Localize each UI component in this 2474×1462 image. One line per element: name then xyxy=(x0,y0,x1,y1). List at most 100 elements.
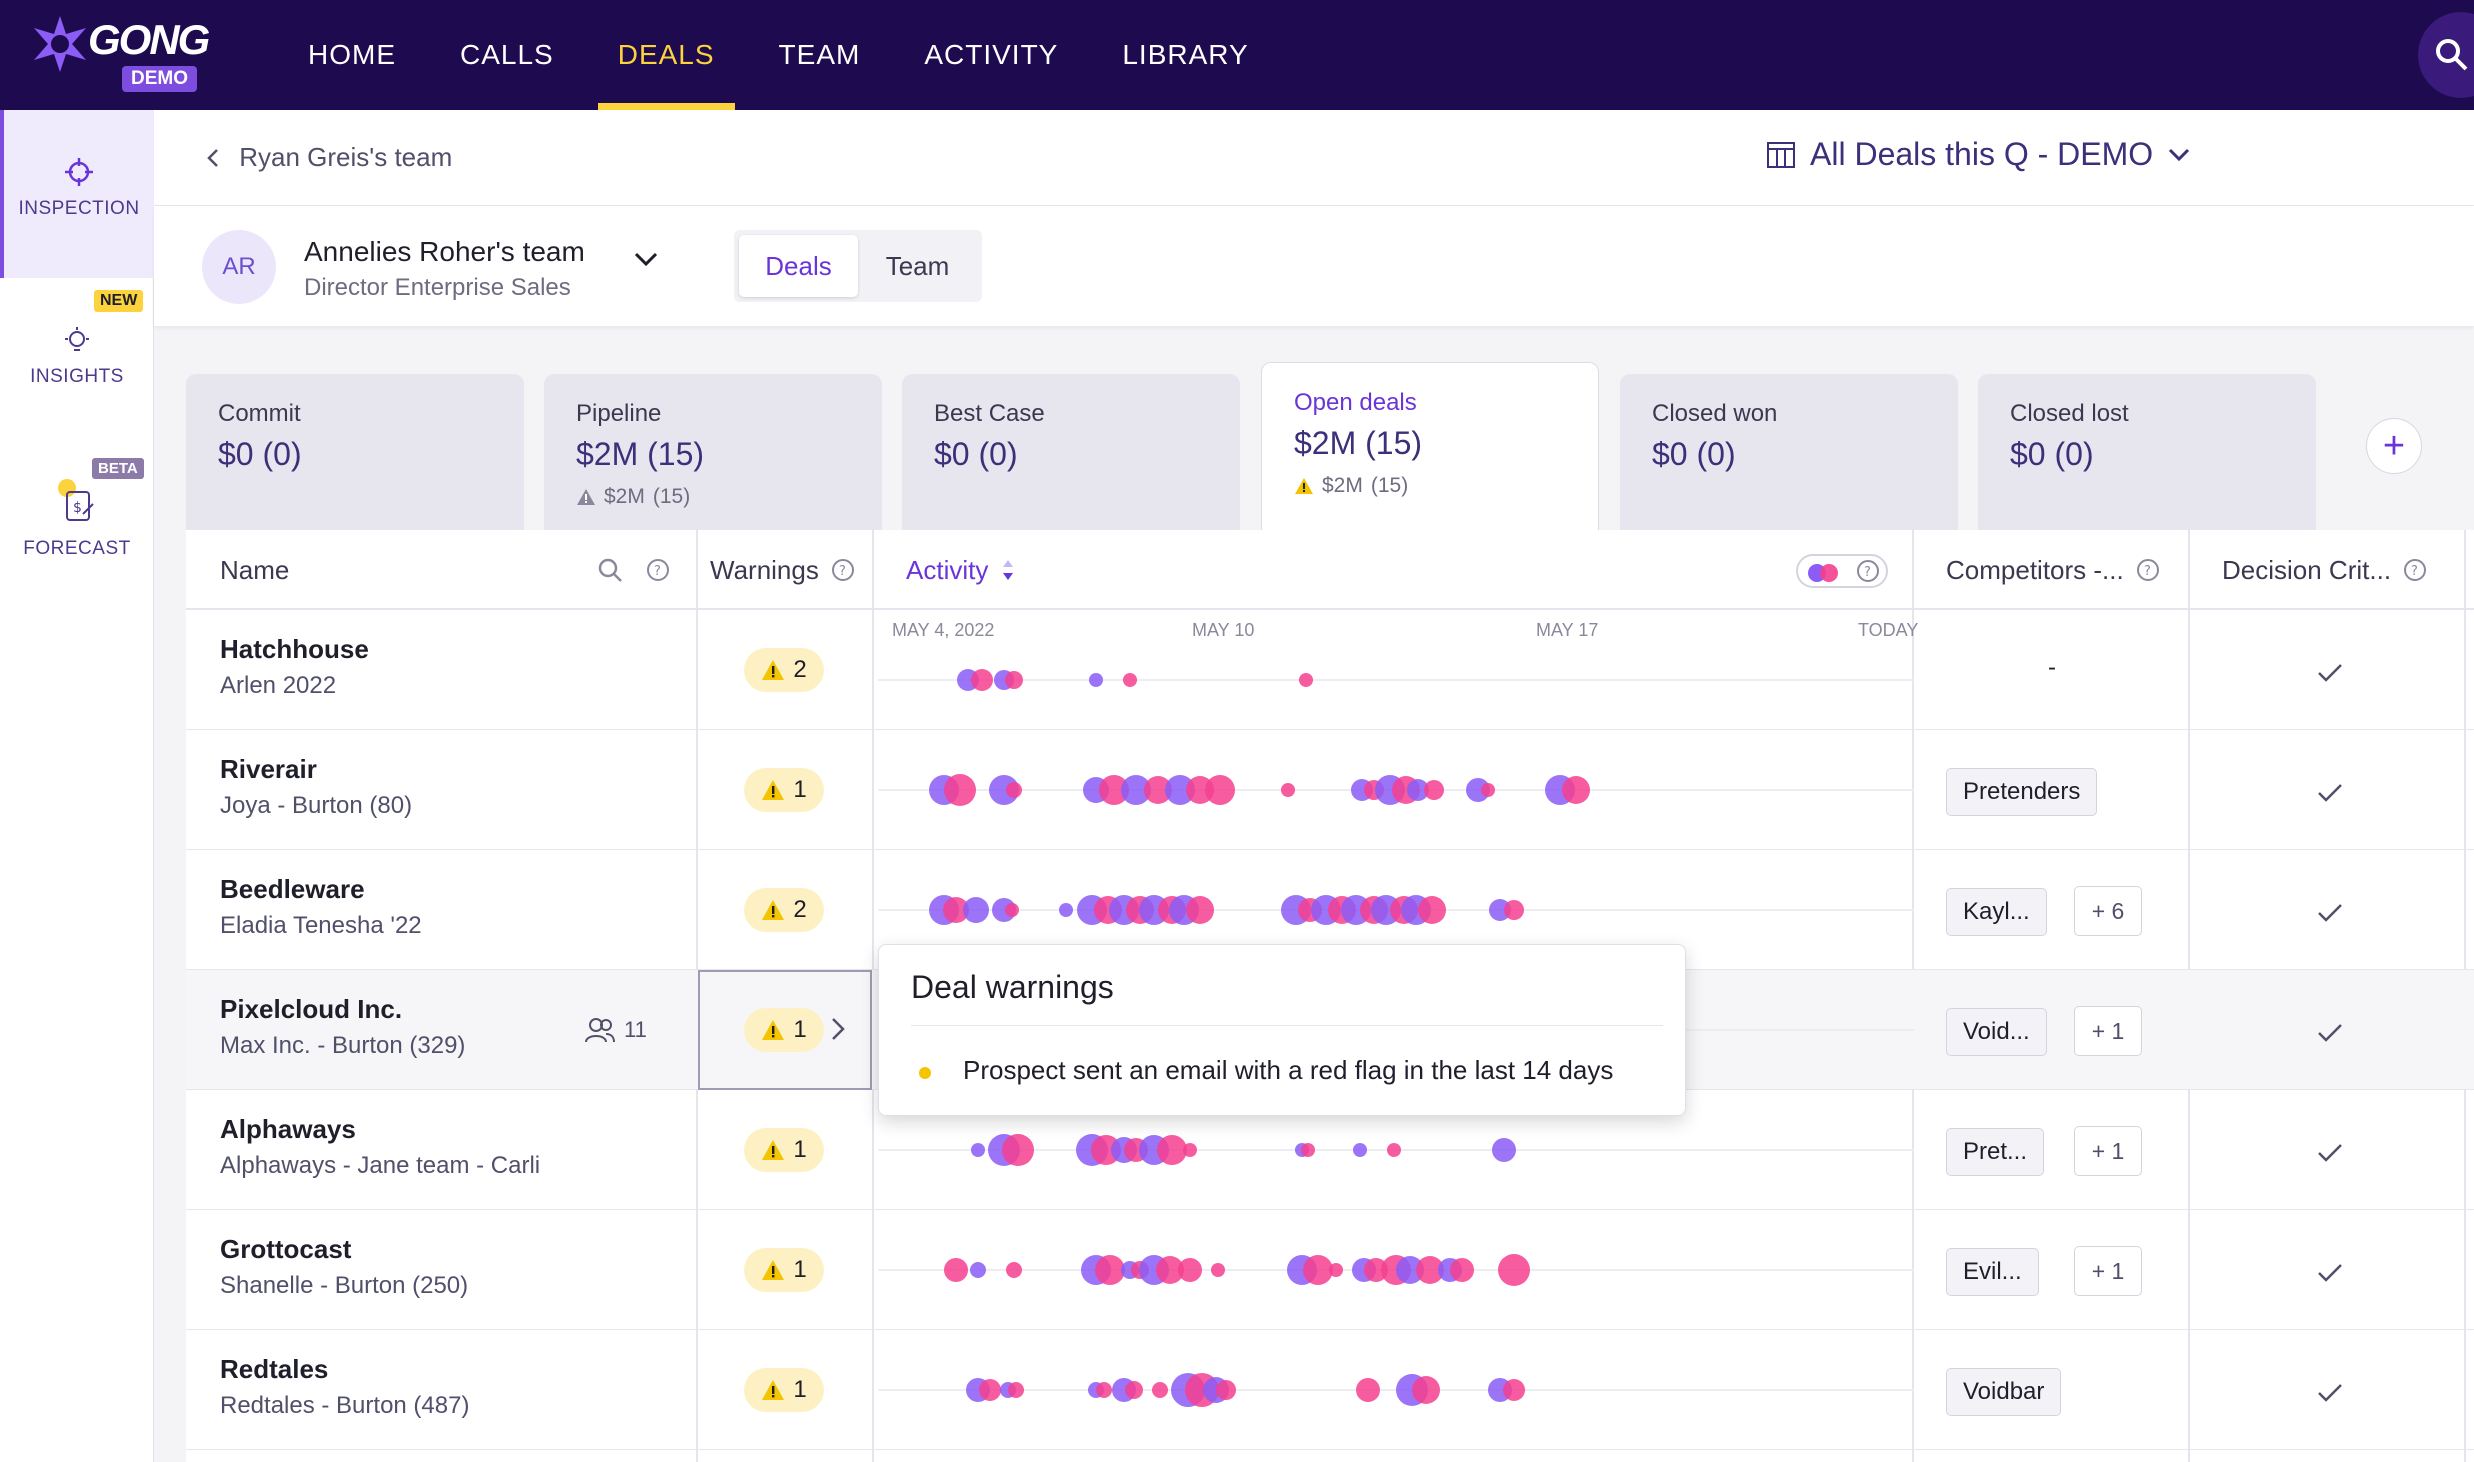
search-icon[interactable] xyxy=(596,556,624,584)
competitor-tag[interactable]: Pret... xyxy=(1946,1128,2045,1176)
warnings-pill[interactable]: 1 xyxy=(744,1128,824,1172)
help-icon[interactable]: ? xyxy=(646,558,670,582)
deal-name[interactable]: Beedleware xyxy=(220,874,365,904)
help-icon[interactable]: ? xyxy=(2403,558,2427,582)
activity-bubble[interactable] xyxy=(1005,671,1023,689)
more-competitors-button[interactable]: + 1 xyxy=(2074,1006,2142,1056)
activity-bubble[interactable] xyxy=(1281,783,1295,797)
nav-activity[interactable]: ACTIVITY xyxy=(924,39,1059,70)
table-row[interactable]: Alphaways Alphaways - Jane team - Carli 1 P… xyxy=(186,1090,2474,1210)
activity-bubble[interactable] xyxy=(1002,1134,1034,1166)
activity-bubble[interactable] xyxy=(1503,1379,1525,1401)
global-search-button[interactable] xyxy=(2418,12,2474,98)
activity-bubble[interactable] xyxy=(1562,776,1590,804)
table-row[interactable]: Riverair Joya - Burton (80) 1 Pretenders xyxy=(186,730,2474,850)
activity-bubble[interactable] xyxy=(1125,1381,1143,1399)
card-best-case[interactable]: Best Case $0 (0) xyxy=(902,374,1240,530)
column-header-activity[interactable]: Activity xyxy=(906,530,1016,610)
activity-bubble[interactable] xyxy=(1450,1258,1474,1282)
activity-bubble[interactable] xyxy=(1329,1263,1343,1277)
activity-bubble[interactable] xyxy=(979,1379,1001,1401)
warnings-cell-selected[interactable] xyxy=(698,970,872,1090)
column-header-decision-criteria[interactable]: Decision Crit... ? xyxy=(2222,530,2427,610)
nav-calls[interactable]: CALLS xyxy=(460,39,554,70)
chevron-down-icon[interactable] xyxy=(632,250,660,270)
nav-home[interactable]: HOME xyxy=(308,39,396,70)
activity-bubble[interactable] xyxy=(1481,783,1495,797)
warnings-pill[interactable]: 1 xyxy=(744,768,824,812)
table-row[interactable]: Hatchhouse Arlen 2022 2 - xyxy=(186,610,2474,730)
activity-bubble[interactable] xyxy=(1095,1255,1125,1285)
deal-name[interactable]: Riverair xyxy=(220,754,317,784)
activity-bubble[interactable] xyxy=(1123,673,1137,687)
table-row[interactable]: Grottocast Shanelle - Burton (250) 1 Evil..… xyxy=(186,1210,2474,1330)
sort-icon[interactable] xyxy=(1000,557,1016,583)
activity-bubble[interactable] xyxy=(1059,903,1073,917)
activity-legend-toggle[interactable]: ? xyxy=(1796,554,1888,588)
card-closed-lost[interactable]: Closed lost $0 (0) xyxy=(1978,374,2316,530)
activity-bubble[interactable] xyxy=(1492,1138,1516,1162)
gong-logo[interactable]: GONG DEMO xyxy=(30,14,210,94)
more-competitors-button[interactable]: + 6 xyxy=(2074,886,2142,936)
table-row[interactable]: Beedleware Eladia Tenesha '22 2 Kayl... + 6 xyxy=(186,850,2474,970)
competitor-tag[interactable]: Pretenders xyxy=(1946,768,2098,816)
nav-team[interactable]: TEAM xyxy=(778,39,861,70)
warnings-pill[interactable]: 2 xyxy=(744,888,824,932)
card-closed-won[interactable]: Closed won $0 (0) xyxy=(1620,374,1958,530)
card-commit[interactable]: Commit $0 (0) xyxy=(186,374,524,530)
activity-bubble[interactable] xyxy=(971,1143,985,1157)
nav-deals[interactable]: DEALS xyxy=(597,0,735,110)
rail-inspection[interactable]: INSPECTION xyxy=(0,110,154,278)
warnings-pill[interactable]: 1 xyxy=(744,1008,824,1052)
toggle-team[interactable]: Team xyxy=(885,250,950,281)
rail-insights[interactable]: INSIGHTS xyxy=(0,326,154,388)
activity-bubble[interactable] xyxy=(1424,780,1444,800)
deal-name[interactable]: Redtales xyxy=(220,1354,329,1384)
competitor-tag[interactable]: Evil... xyxy=(1946,1248,2039,1296)
warnings-pill[interactable]: 2 xyxy=(744,648,824,692)
activity-bubble[interactable] xyxy=(1006,1262,1022,1278)
activity-bubble[interactable] xyxy=(1152,1382,1168,1398)
card-open-deals[interactable]: Open deals $2M (15) $2M (15) xyxy=(1261,362,1599,532)
activity-bubble[interactable] xyxy=(1186,896,1214,924)
activity-bubble[interactable] xyxy=(1418,896,1446,924)
deal-name[interactable]: Pixelcloud Inc. xyxy=(220,994,403,1024)
activity-bubble[interactable] xyxy=(1096,1382,1112,1398)
table-row[interactable]: Redtales Redtales - Burton (487) 1 Voidbar xyxy=(186,1330,2474,1450)
activity-bubble[interactable] xyxy=(944,774,976,806)
help-icon[interactable]: ? xyxy=(2136,558,2160,582)
activity-bubble[interactable] xyxy=(1008,1382,1024,1398)
toggle-deals[interactable]: Deals xyxy=(739,235,858,297)
activity-bubble[interactable] xyxy=(970,1262,986,1278)
activity-bubble[interactable] xyxy=(963,897,989,923)
rail-forecast[interactable]: $ FORECAST xyxy=(0,474,154,560)
activity-bubble[interactable] xyxy=(1303,1255,1333,1285)
warnings-pill[interactable]: 1 xyxy=(744,1368,824,1412)
competitor-tag[interactable]: Void... xyxy=(1946,1008,2047,1056)
team-name[interactable]: Annelies Roher's team xyxy=(304,236,585,267)
activity-bubble[interactable] xyxy=(1356,1378,1380,1402)
activity-bubble[interactable] xyxy=(971,669,993,691)
breadcrumb[interactable]: Ryan Greis's team xyxy=(204,142,452,173)
competitor-tag[interactable]: Voidbar xyxy=(1946,1368,2062,1416)
card-pipeline[interactable]: Pipeline $2M (15) $2M (15) xyxy=(544,374,882,530)
deal-name[interactable]: Hatchhouse xyxy=(220,634,369,664)
activity-bubble[interactable] xyxy=(1504,900,1524,920)
chevron-right-icon[interactable] xyxy=(828,1014,848,1044)
activity-bubble[interactable] xyxy=(1006,782,1022,798)
activity-bubble[interactable] xyxy=(1353,1143,1367,1157)
activity-bubble[interactable] xyxy=(1407,779,1429,801)
activity-bubble[interactable] xyxy=(1157,1135,1187,1165)
more-competitors-button[interactable]: + 1 xyxy=(2074,1126,2142,1176)
activity-bubble[interactable] xyxy=(1178,1258,1202,1282)
add-card-button[interactable]: + xyxy=(2366,418,2422,474)
activity-bubble[interactable] xyxy=(1216,1380,1236,1400)
more-competitors-button[interactable]: + 1 xyxy=(2074,1246,2142,1296)
column-header-name[interactable]: Name xyxy=(220,530,289,610)
activity-bubble[interactable] xyxy=(1301,1143,1315,1157)
activity-bubble[interactable] xyxy=(1387,1143,1401,1157)
activity-bubble[interactable] xyxy=(1299,673,1313,687)
activity-bubble[interactable] xyxy=(1211,1263,1225,1277)
board-selector[interactable]: All Deals this Q - DEMO xyxy=(1766,136,2191,173)
members-count[interactable]: 11 xyxy=(584,1016,647,1044)
